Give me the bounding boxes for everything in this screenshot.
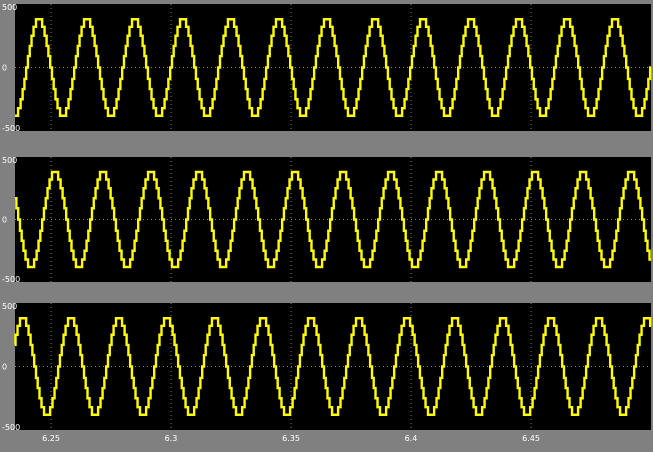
y-tick-label: 500 <box>2 3 17 12</box>
y-tick-label: 0 <box>2 64 7 73</box>
y-tick-label: -500 <box>2 275 20 284</box>
y-tick-label: 500 <box>2 156 17 165</box>
y-tick-label: -500 <box>2 124 20 133</box>
scope-panel-phase-a: 500 0 -500 <box>2 3 652 133</box>
x-tick-label: 6.4 <box>405 434 418 443</box>
x-tick-label: 6.3 <box>165 434 178 443</box>
y-tick-label: 0 <box>2 216 7 225</box>
trace-line-phase-b <box>15 170 651 269</box>
y-tick-label: 0 <box>2 363 7 372</box>
scope-panel-phase-b: 500 0 -500 <box>2 156 651 284</box>
x-tick-label: 6.35 <box>282 434 300 443</box>
trace-line-phase-c <box>14 317 652 416</box>
scope-panels: 500 0 -500 500 0 -500 500 0 -500 <box>2 3 652 432</box>
y-tick-label: -500 <box>2 423 20 432</box>
y-tick-label: 500 <box>2 302 17 311</box>
x-tick-label: 6.25 <box>42 434 60 443</box>
scope-panel-phase-c: 500 0 -500 <box>2 302 652 432</box>
trace-line-phase-a <box>15 18 652 117</box>
x-tick-label: 6.45 <box>522 434 540 443</box>
x-axis: 6.25 6.3 6.35 6.4 6.45 <box>42 434 540 443</box>
